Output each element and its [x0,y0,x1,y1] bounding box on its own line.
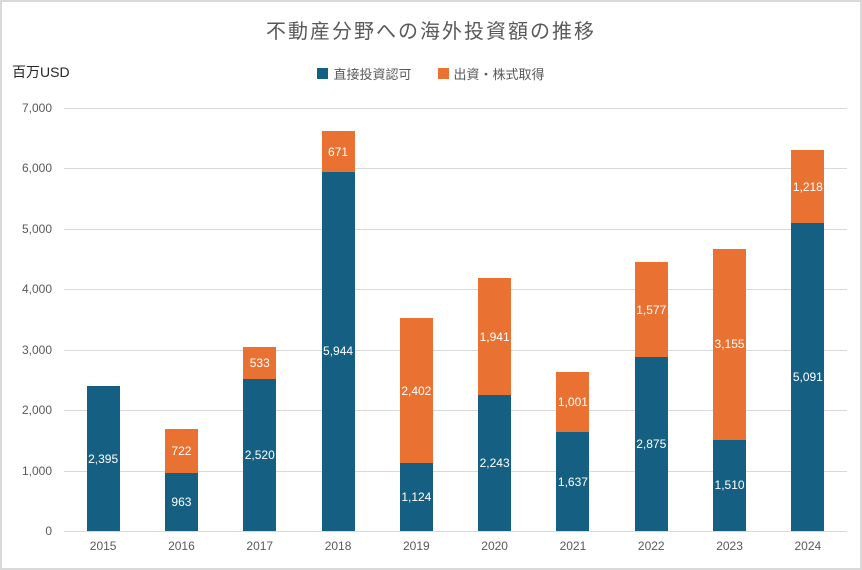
x-axis-line [64,531,847,532]
bar-2022-series-1: 2,875 [634,357,668,531]
gridline [64,228,847,230]
bar-value-label: 1,510 [714,478,745,493]
y-axis-tick-label: 4,000 [21,282,52,297]
bar-2020-series-2: 1,941 [478,278,512,396]
y-axis-tick-label: 5,000 [21,221,52,236]
y-axis-tick-label: 1,000 [21,463,52,478]
y-axis-tick-label: 6,000 [21,161,52,176]
bar-value-label: 2,243 [479,456,510,471]
legend: 直接投資認可 出資・株式取得 [2,64,860,83]
y-axis-tick-label: 3,000 [21,342,52,357]
bar-2024-series-2: 1,218 [791,149,825,224]
bar-value-label: 2,402 [401,383,432,398]
bar-value-label: 5,091 [792,370,823,385]
bar-value-label: 533 [249,355,270,370]
bar-value-label: 722 [171,444,192,458]
bar-value-label: 2,875 [636,437,667,452]
x-axis-tick-label: 2020 [481,539,508,553]
bar-value-label: 963 [171,494,192,509]
legend-item-series-2: 出資・株式取得 [437,64,545,83]
legend-swatch-icon [437,68,449,79]
x-axis-tick-label: 2016 [168,539,195,553]
gridline [64,349,847,351]
bar-2018-series-2: 671 [321,131,355,172]
x-axis-tick-label: 2021 [559,539,587,553]
bar-value-label: 1,637 [557,474,588,489]
x-axis-tick-label: 2024 [794,539,822,553]
gridline [64,410,847,412]
gridline [64,289,847,291]
bar-2021-series-2: 1,001 [556,371,590,433]
bar-2017-series-1: 2,520 [243,378,277,531]
bar-2024-series-1: 5,091 [791,223,825,531]
gridline [64,168,847,170]
x-axis-tick-label: 2015 [89,539,117,553]
x-axis-tick-label: 2023 [716,539,743,553]
bar-2018-series-1: 5,944 [321,171,355,531]
gridline [64,108,847,109]
y-axis-unit-label: 百万USD [12,64,70,80]
bar-2016-series-1: 963 [164,472,198,531]
bar-2019-series-2: 2,402 [399,317,433,464]
legend-label: 直接投資認可 [333,67,412,82]
bar-2019-series-1: 1,124 [399,463,433,531]
legend-label: 出資・株式取得 [453,67,545,82]
bar-2015-series-1: 2,395 [86,386,120,531]
bar-value-label: 5,944 [323,344,354,359]
chart-plot-area: 0 1,000 2,000 3,000 4,000 5,000 6,000 7,000 2,39… [22,101,847,553]
y-axis-tick-label: 2,000 [21,403,52,418]
bar-value-label: 671 [328,144,349,159]
bar-value-label: 2,395 [88,451,119,466]
bar-2020-series-1: 2,243 [478,395,512,531]
bar-2021-series-1: 1,637 [556,432,590,531]
chart-title: 不動産分野への海外投資額の推移 [266,21,596,43]
legend-item-series-1: 直接投資認可 [317,64,412,83]
bar-2017-series-2: 533 [243,346,277,379]
x-axis-tick-label: 2017 [246,539,274,553]
x-axis-tick-label: 2019 [402,539,430,553]
bar-value-label: 1,001 [557,394,588,409]
x-axis-tick-label: 2018 [324,539,352,553]
bar-value-label: 1,124 [401,490,432,505]
bar-2022-series-2: 1,577 [634,262,668,358]
bar-value-label: 3,155 [714,337,745,352]
bar-value-label: 1,577 [636,302,667,317]
y-axis-tick-label: 7,000 [21,101,52,115]
x-axis-tick-label: 2022 [637,539,665,553]
bar-2023-series-2: 3,155 [713,249,747,440]
bar-value-label: 1,941 [479,329,510,344]
bar-value-label: 1,218 [792,179,823,194]
bar-value-label: 2,520 [244,447,275,462]
bar-2023-series-1: 1,510 [713,439,747,531]
bar-2016-series-2: 722 [164,429,198,473]
y-axis-tick-label: 0 [45,524,52,538]
legend-swatch-icon [317,68,329,79]
gridline [64,470,847,472]
